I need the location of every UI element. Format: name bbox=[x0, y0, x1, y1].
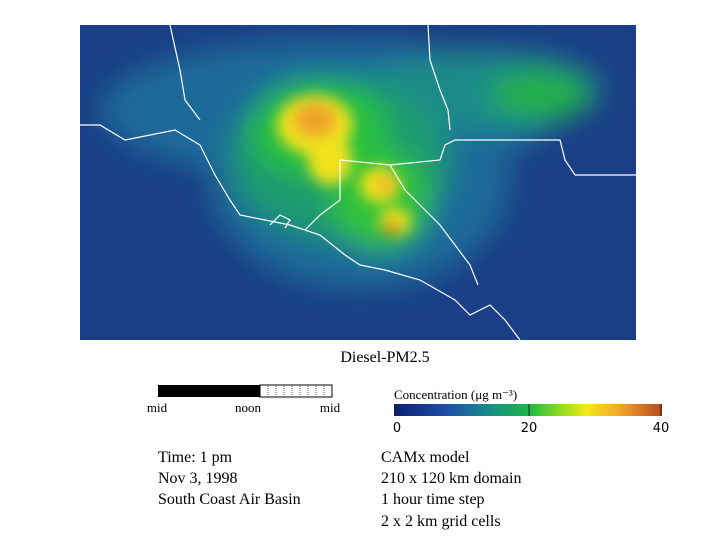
info-line: 2 x 2 km grid cells bbox=[381, 513, 501, 530]
colorbar-tick-label: 0 bbox=[393, 421, 401, 436]
map-title: Diesel-PM2.5 bbox=[340, 349, 429, 366]
colorbar-tick-label: 20 bbox=[521, 421, 538, 436]
info-line: South Coast Air Basin bbox=[158, 491, 301, 508]
time-label: mid bbox=[147, 400, 168, 415]
time-label: mid bbox=[320, 400, 341, 415]
colorbar-label: Concentration (μg m⁻³) bbox=[394, 387, 517, 402]
colorbar-tick-label: 40 bbox=[653, 421, 670, 436]
time-label: noon bbox=[235, 400, 262, 415]
info-line: Time: 1 pm bbox=[158, 449, 233, 466]
map bbox=[80, 25, 636, 340]
colorbar bbox=[394, 404, 662, 416]
info-line: Nov 3, 1998 bbox=[158, 470, 238, 487]
info-line: 1 hour time step bbox=[381, 491, 485, 508]
time-bar bbox=[158, 384, 333, 398]
info-line: CAMx model bbox=[381, 449, 470, 466]
info-line: 210 x 120 km domain bbox=[381, 470, 521, 487]
